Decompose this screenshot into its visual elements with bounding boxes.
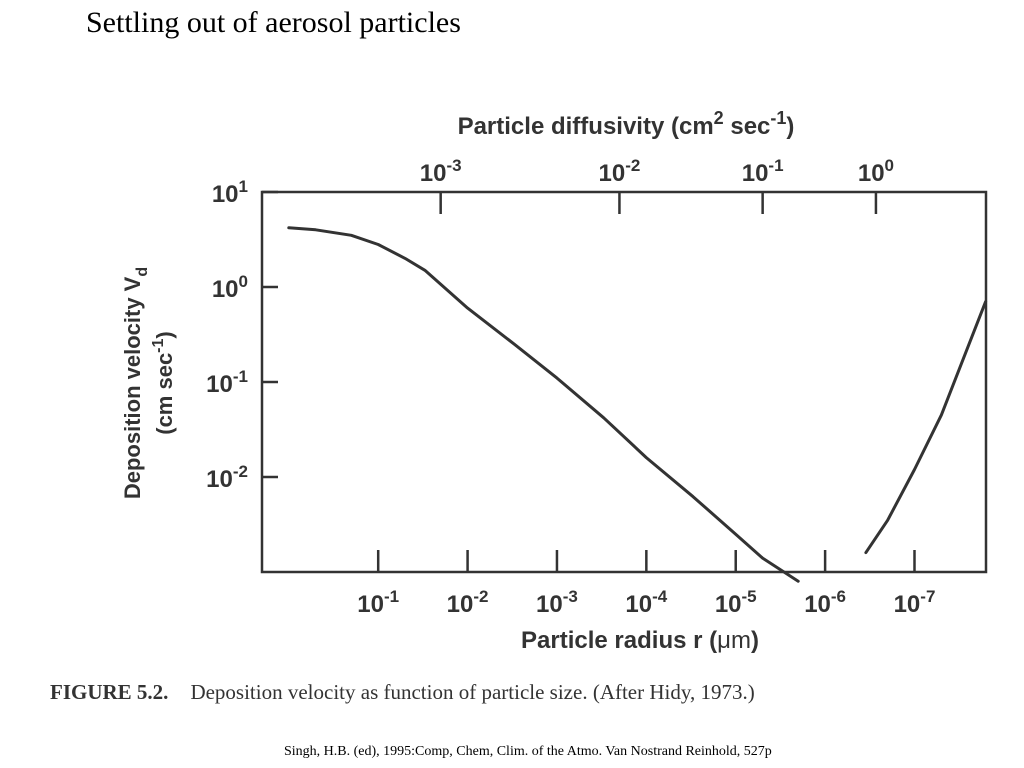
curve-series-1: [287, 226, 800, 583]
y-tick-label: 10-1: [206, 367, 248, 398]
top-tick-label: 10-2: [599, 156, 641, 187]
top-tick-label: 10-1: [742, 156, 784, 187]
curve-series-2: [864, 300, 988, 555]
top-axis-label: Particle diffusivity (cm2 sec-1): [458, 108, 795, 140]
curves: [287, 226, 988, 583]
top-tick-label: 100: [858, 156, 894, 187]
x-tick-label: 10-7: [894, 587, 936, 618]
figure-caption-text: Deposition velocity as function of parti…: [190, 680, 755, 704]
x-tick-label: 10-2: [447, 587, 489, 618]
y-tick-label: 100: [212, 272, 248, 303]
x-tick-label: 10-5: [715, 587, 757, 618]
x-axis-label: Particle radius r (μm): [521, 627, 759, 654]
y-axis-unit-label: (cm sec-1): [150, 331, 177, 435]
top-axis-ticks: 10-3 10-2 10-1 100: [420, 156, 894, 214]
x-tick-label: 10-1: [357, 587, 399, 618]
y-axis-ticks: 101 100 10-1 10-2: [206, 177, 278, 493]
x-axis-ticks: 10-1 10-2 10-3 10-4 10-5 10-6 10-7: [357, 550, 935, 618]
figure-label: FIGURE 5.2.: [50, 680, 169, 704]
figure-caption: FIGURE 5.2. Deposition velocity as functi…: [50, 680, 755, 705]
citation: Singh, H.B. (ed), 1995:Comp, Chem, Clim.…: [284, 744, 772, 759]
x-tick-label: 10-3: [536, 587, 578, 618]
y-tick-label: 101: [212, 177, 248, 208]
slide-title: Settling out of aerosol particles: [86, 6, 461, 39]
x-tick-label: 10-4: [625, 587, 667, 618]
plot-frame: [260, 190, 988, 574]
top-tick-label: 10-3: [420, 156, 462, 187]
y-axis-label: Deposition velocity Vd: [120, 267, 151, 499]
x-tick-label: 10-6: [804, 587, 846, 618]
y-tick-label: 10-2: [206, 462, 248, 493]
